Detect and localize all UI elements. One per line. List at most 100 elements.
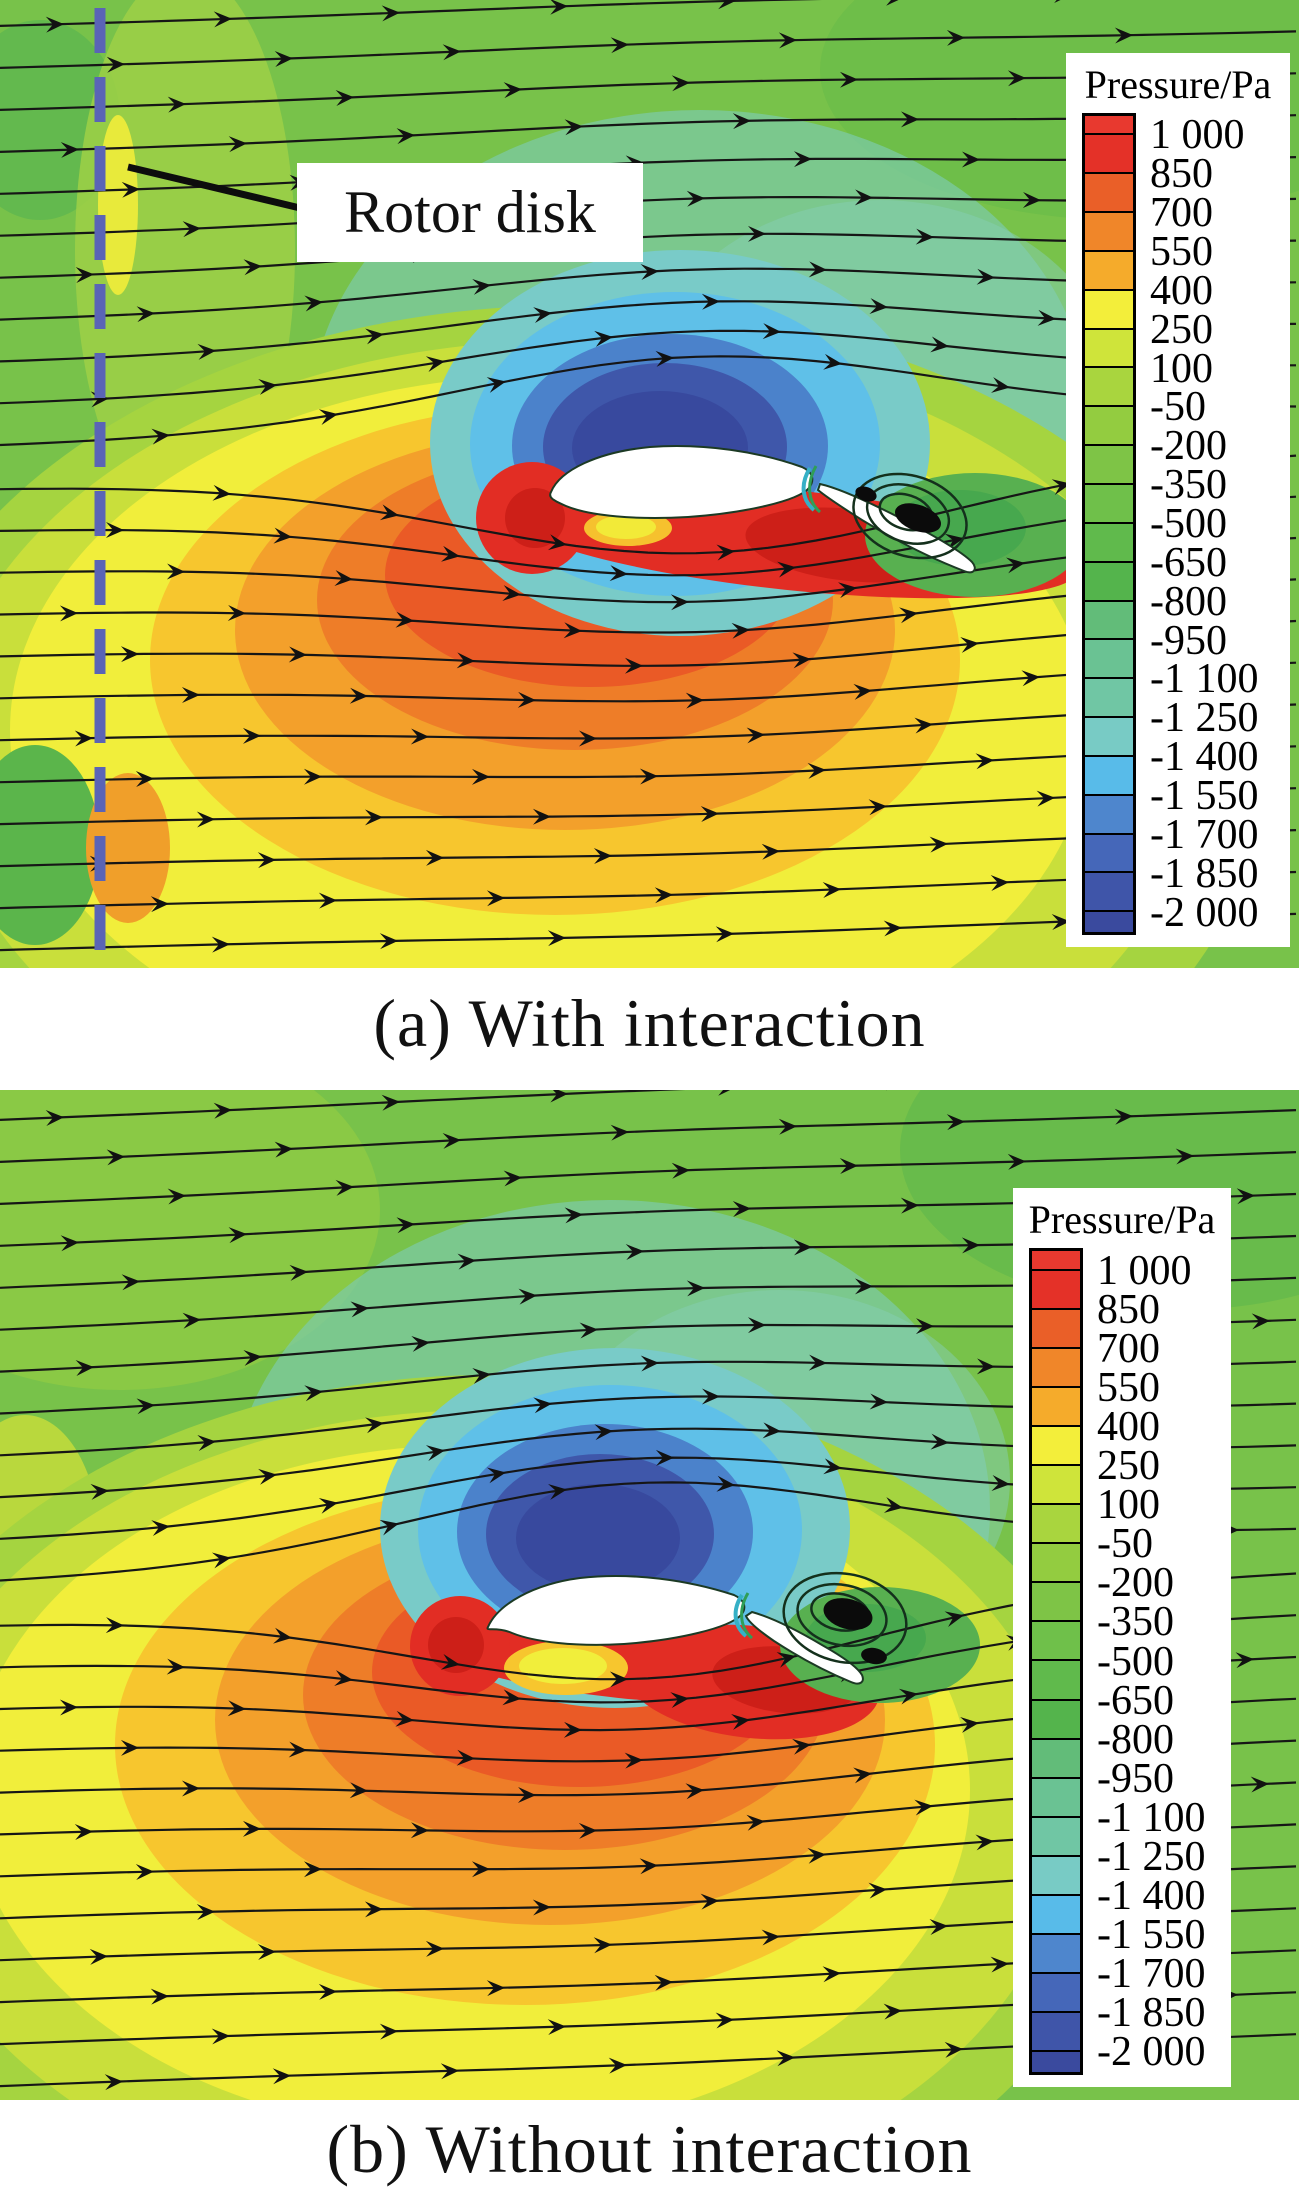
streamline-arrowhead — [548, 1484, 567, 1500]
streamline-arrowhead — [166, 1658, 185, 1675]
streamline-arrowhead — [135, 1863, 154, 1880]
streamline-arrowhead — [625, 1243, 644, 1260]
streamline — [0, 30, 1297, 69]
streamline-arrowhead — [304, 1385, 323, 1402]
streamline-arrowhead — [732, 113, 751, 130]
streamline-arrowhead — [350, 1301, 369, 1318]
streamline-arrowhead — [440, 2063, 459, 2080]
colorbar-tick-label: 550 — [1097, 1364, 1160, 1411]
streamline-arrowhead — [823, 353, 842, 370]
streamline-arrowhead — [610, 1124, 629, 1141]
streamline-arrowhead — [288, 1741, 307, 1758]
streamline-arrowhead — [136, 306, 155, 323]
streamline-arrowhead — [228, 1227, 247, 1244]
flap-slot-arc — [801, 466, 816, 512]
streamline-arrowhead — [533, 307, 552, 324]
streamline-arrowhead — [196, 1904, 215, 1921]
streamline-arrowhead — [792, 1738, 811, 1755]
colorbar-band — [1032, 1251, 1080, 1271]
streamline-arrowhead — [1114, 1108, 1133, 1125]
colorbar-band — [1032, 1348, 1080, 1388]
streamline-arrowhead — [822, 1966, 841, 1983]
colorbar-band — [1032, 1817, 1080, 1857]
streamline-arrowhead — [594, 1424, 613, 1441]
colorbar-band — [1085, 251, 1133, 291]
colorbar-band — [1032, 2052, 1080, 2072]
colorbar-band — [1085, 562, 1133, 602]
streamline-arrowhead — [272, 2068, 291, 2085]
streamline-arrowhead — [518, 1288, 537, 1305]
colorbar-band — [1032, 1387, 1080, 1427]
streamline-arrowhead — [594, 330, 613, 347]
streamline-arrowhead — [395, 1710, 414, 1727]
streamline-arrowhead — [197, 1435, 216, 1451]
streamline — [0, 1090, 686, 1121]
colorbar — [1082, 113, 1136, 935]
streamline-arrowhead — [716, 1475, 735, 1492]
streamline-arrowhead — [318, 1983, 337, 2000]
streamline-arrowhead — [90, 1483, 109, 1500]
streamline-arrowhead — [700, 1893, 719, 1910]
colorbar-band — [1085, 873, 1133, 913]
streamline-arrowhead — [121, 1274, 140, 1291]
streamline-arrowhead — [883, 1497, 903, 1513]
colorbar-tick-label: -1 700 — [1097, 1951, 1206, 1998]
colorbar-band — [1085, 795, 1133, 835]
streamline-arrowhead — [1175, 1148, 1194, 1165]
streamline-arrowhead — [318, 892, 337, 909]
rotor-disk-label: Rotor disk — [297, 163, 643, 262]
streamline-arrowhead — [503, 1170, 522, 1187]
streamline-arrowhead — [1036, 790, 1055, 807]
streamline-arrowhead — [211, 2028, 230, 2045]
streamline-arrowhead — [686, 190, 705, 207]
colorbar-tick-label: -650 — [1097, 1677, 1174, 1724]
streamline-arrowhead — [776, 1652, 796, 1668]
streamline-arrowhead — [869, 1393, 888, 1410]
streamline-arrowhead — [778, 32, 797, 49]
streamline-arrowhead — [930, 336, 949, 353]
streamline-arrowhead — [104, 2074, 123, 2091]
streamline-arrowhead — [182, 221, 201, 238]
streamline-arrowhead — [778, 1118, 797, 1135]
colorbar-band — [1085, 116, 1133, 136]
streamline-arrowhead — [1250, 1776, 1269, 1793]
colorbar-band — [1085, 601, 1133, 641]
streamline-arrowhead — [991, 377, 1010, 393]
streamline-arrowhead — [381, 1094, 400, 1111]
streamline — [0, 0, 823, 27]
streamline-arrowhead — [257, 852, 276, 869]
streamline-arrowhead — [975, 1834, 994, 1851]
streamline-arrowhead — [1037, 309, 1056, 326]
streamline-arrowhead — [548, 534, 567, 551]
streamline-arrowhead — [288, 646, 307, 663]
streamline-arrowhead — [915, 1318, 934, 1335]
streamline-arrowhead — [121, 181, 140, 198]
streamline-arrowhead — [395, 611, 414, 628]
streamline-arrowhead — [425, 1940, 444, 1957]
streamline-arrowhead — [106, 1149, 125, 1166]
streamline-arrowhead — [839, 71, 858, 88]
streamline-arrowhead — [671, 75, 690, 92]
streamline-arrowhead — [593, 848, 612, 865]
streamline-arrowhead — [715, 926, 734, 943]
streamline-arrowhead — [257, 1944, 276, 1961]
streamline-arrowhead — [624, 1752, 643, 1769]
streamline-arrowhead — [853, 1767, 872, 1784]
streamline-arrowhead — [670, 1692, 689, 1709]
streamline-arrowhead — [640, 264, 659, 281]
colorbar-tick-label: 1 000 — [1097, 1247, 1192, 1294]
panel-a-with-interaction: Rotor disk Pressure/Pa 1 000 850 700 550 400 2… — [0, 0, 1299, 968]
colorbar-band — [1032, 1505, 1080, 1545]
streamline-arrowhead — [335, 1179, 354, 1196]
streamline-arrowhead — [456, 652, 475, 669]
streamline-arrowhead — [303, 768, 322, 785]
colorbar-band — [1032, 1974, 1080, 2014]
streamline-arrowhead — [946, 1114, 965, 1131]
streamline-arrowhead — [503, 82, 522, 99]
streamline-arrowhead — [533, 1397, 552, 1414]
streamline-arrowhead — [793, 151, 812, 168]
colorbar-tick-label: -2 000 — [1150, 889, 1259, 936]
colorbar-tick-label: -500 — [1097, 1638, 1174, 1685]
streamline-arrowhead — [578, 1822, 597, 1839]
